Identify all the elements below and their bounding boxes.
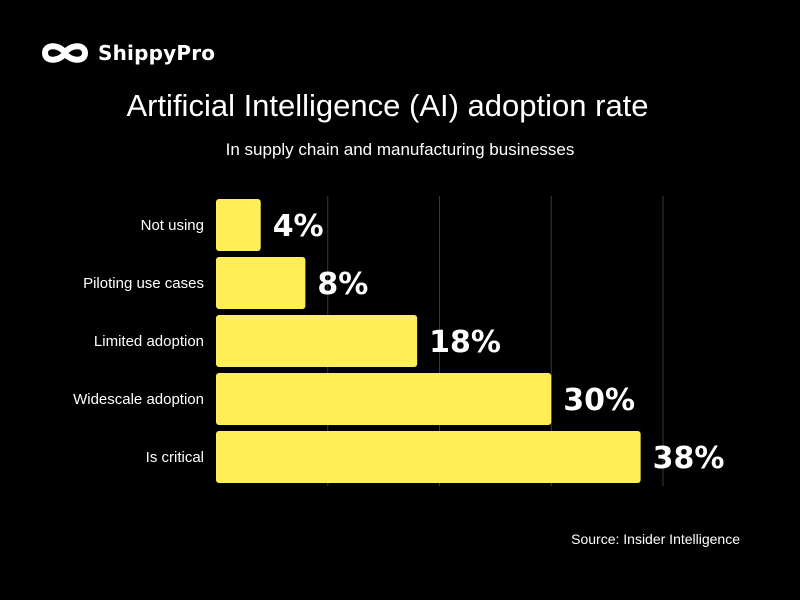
brand-name: ShippyPro [98,41,216,65]
source-note: Source: Insider Intelligence [571,531,740,547]
category-label-4: Is critical [146,449,204,466]
category-label-3: Widescale adoption [73,391,204,408]
brand-logo: ShippyPro [40,38,215,68]
bar-0 [216,199,261,251]
bar-2 [216,315,418,367]
value-label-1: 8% [317,267,368,302]
bar-1 [216,257,306,309]
shippypro-logo-icon [42,43,88,63]
value-label-2: 18% [429,325,501,360]
value-label-3: 30% [563,383,635,418]
value-label-0: 4% [273,209,324,244]
bar-3 [216,373,552,425]
chart-subtitle: In supply chain and manufacturing busine… [225,140,575,159]
bar-4 [216,431,641,483]
chart-title: Artificial Intelligence (AI) adoption ra… [126,88,649,123]
value-label-4: 38% [653,441,725,476]
category-label-0: Not using [141,217,204,234]
category-label-1: Piloting use cases [83,275,204,292]
category-label-2: Limited adoption [94,333,204,350]
